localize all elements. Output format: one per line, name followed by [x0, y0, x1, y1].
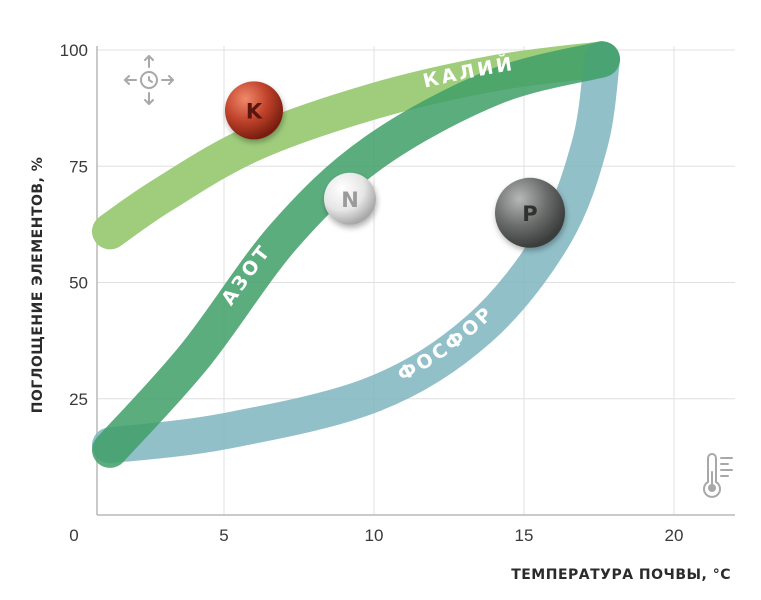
tick-labels: 0 5 10 15 20 25 50 75 100 — [60, 41, 684, 545]
move-arrows-icon — [124, 55, 174, 105]
potassium-ball: K — [225, 81, 283, 140]
y-axis-title: ПОГЛОЩЕНИЕ ЭЛЕМЕНТОВ, % — [30, 157, 46, 414]
nitrogen-symbol: N — [341, 188, 359, 212]
x-tick-label: 0 — [69, 526, 78, 545]
x-tick-label: 5 — [219, 526, 228, 545]
y-tick-label: 75 — [69, 157, 88, 176]
band-phosphorus — [92, 41, 620, 464]
phosphorus-ball: P — [495, 177, 565, 248]
phosphorus-symbol: P — [522, 202, 537, 226]
x-tick-label: 20 — [665, 526, 684, 545]
x-tick-label: 15 — [515, 526, 534, 545]
y-tick-label: 100 — [60, 41, 88, 60]
y-tick-label: 50 — [69, 274, 88, 293]
x-axis-title: ТЕМПЕРАТУРА ПОЧВЫ, °C — [511, 567, 731, 583]
x-tick-label: 10 — [365, 526, 384, 545]
thermometer-icon — [703, 453, 733, 498]
y-tick-label: 25 — [69, 390, 88, 409]
potassium-symbol: K — [246, 99, 263, 123]
band-nitrogen — [92, 41, 620, 468]
nitrogen-ball: N — [324, 172, 376, 225]
